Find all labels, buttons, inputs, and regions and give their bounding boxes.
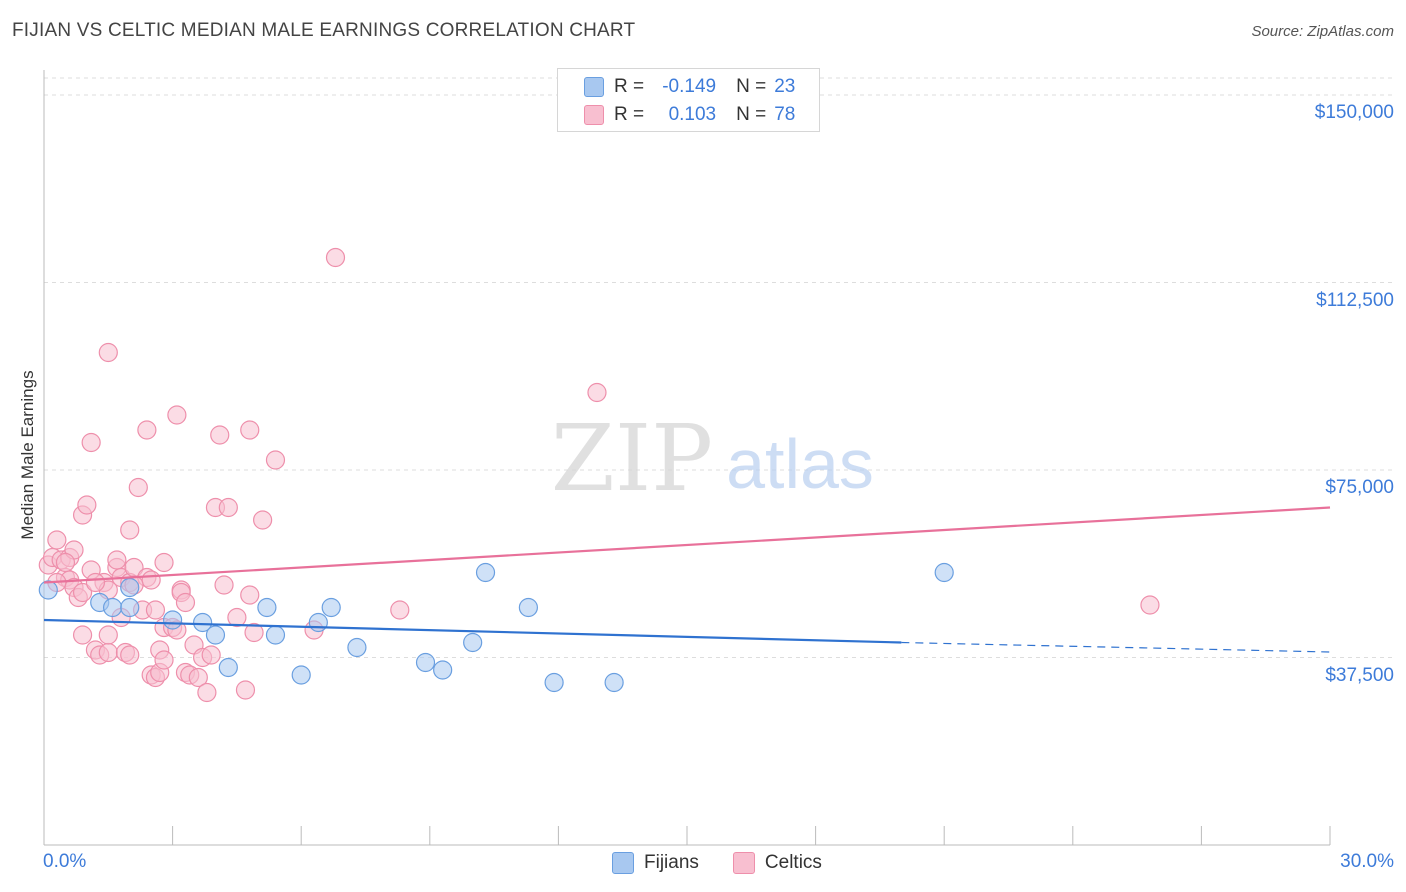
celtics-point [244, 622, 264, 643]
series-legend: Fijians Celtics [612, 852, 856, 874]
legend-item-celtics: Celtics [732, 852, 822, 874]
celtics-point [120, 520, 140, 540]
y-tick-label: $112,500 [1316, 289, 1394, 311]
legend-item-fijians: Fijians [612, 852, 699, 874]
fijians-trendline [43, 618, 902, 644]
celtics-point [55, 552, 76, 573]
r-label: R = [614, 76, 645, 97]
y-tick-label: $37,500 [1325, 664, 1394, 686]
celtics-point [227, 607, 247, 628]
fijians-point [604, 672, 624, 693]
chart-title: FIJIAN VS CELTIC MEDIAN MALE EARNINGS CO… [12, 20, 636, 41]
celtics-point [188, 667, 208, 688]
celtics-point [1140, 595, 1160, 615]
source-credit: Source: ZipAtlas.com [1251, 23, 1394, 40]
y-tick-label: $75,000 [1325, 477, 1394, 498]
celtics-point [154, 552, 174, 573]
celtics-point [141, 570, 161, 590]
celtics-point [201, 645, 221, 665]
celtics-swatch [584, 105, 604, 125]
zipatlas-watermark: ZIP atlas [551, 405, 874, 512]
fijians-point [120, 597, 140, 618]
celtics-point [210, 425, 230, 445]
celtics-legend-swatch [732, 852, 755, 874]
celtics-point [265, 450, 286, 470]
fijians-point [291, 665, 311, 685]
celtics-point [214, 575, 234, 595]
n-value-fijians: 23 [774, 76, 796, 97]
celtics-point [137, 420, 157, 440]
fijians-point [205, 625, 226, 645]
watermark-atlas: atlas [726, 425, 874, 503]
r-value-celtics: 0.103 [668, 104, 717, 125]
fijians-point [934, 562, 954, 583]
axes [43, 70, 1331, 846]
fijians-point [347, 637, 367, 658]
fijians-point [265, 625, 286, 645]
celtics-point [85, 572, 106, 593]
celtics-points [38, 247, 1160, 703]
watermark-zip: ZIP [551, 405, 713, 512]
fijians-point [38, 580, 58, 600]
legend-label-fijians: Fijians [644, 852, 699, 873]
celtics-point [98, 625, 118, 645]
fijians-swatch [584, 77, 604, 97]
trendlines [43, 506, 1331, 653]
n-label: N = [736, 76, 767, 97]
n-label: N = [736, 104, 767, 125]
fijians-point [163, 610, 183, 630]
fijians-point [308, 612, 328, 633]
fijians-points [38, 562, 954, 693]
celtics-point [77, 495, 97, 515]
celtics-point [390, 600, 410, 620]
celtics-point [235, 680, 256, 700]
fijians-point [257, 597, 277, 618]
fijians-point [475, 562, 496, 583]
r-label: R = [614, 104, 645, 125]
celtics-point [175, 592, 196, 613]
celtics-point [240, 420, 260, 440]
fijians-point [321, 597, 341, 618]
x-tick-max: 30.0% [1340, 851, 1394, 872]
x-tick-min: 0.0% [43, 851, 87, 872]
correlation-legend: R = -0.149 N = 23 R = 0.103 N = 78 [557, 68, 820, 132]
celtics-point [81, 432, 101, 453]
fijians-legend-swatch [612, 852, 634, 874]
fijians-point [102, 597, 123, 618]
r-value-fijians: -0.149 [662, 76, 717, 97]
celtics-point [145, 600, 166, 620]
legend-label-celtics: Celtics [764, 852, 822, 873]
fijians-point [544, 672, 564, 693]
fijians-point [415, 652, 436, 673]
legend-row-fijians: R = -0.149 N = 23 [584, 76, 795, 98]
celtics-point [98, 642, 118, 663]
celtics-point [47, 530, 67, 550]
celtics-point [240, 585, 260, 605]
y-tick-label: $150,000 [1314, 102, 1394, 123]
fijians-point [518, 597, 538, 618]
celtics-point [167, 405, 187, 425]
n-value-celtics: 78 [774, 104, 796, 125]
fijians-point [433, 660, 453, 680]
celtics-point [98, 342, 118, 363]
celtics-point [154, 650, 174, 670]
celtics-point [587, 382, 607, 403]
fijians-point [193, 612, 213, 633]
fijians-trendline-extension [901, 641, 1331, 653]
legend-row-celtics: R = 0.103 N = 78 [584, 104, 795, 126]
fijians-point [120, 577, 140, 598]
celtics-point [218, 497, 238, 518]
celtics-point [120, 645, 140, 665]
fijians-point [218, 657, 238, 678]
celtics-point [325, 247, 346, 268]
celtics-point [72, 625, 93, 645]
celtics-point [72, 582, 93, 603]
celtics-trendline [43, 506, 1331, 584]
celtics-point [197, 682, 217, 703]
fijians-point [463, 632, 483, 653]
celtics-point [107, 550, 127, 570]
celtics-point [253, 510, 273, 530]
celtics-point [128, 477, 148, 498]
